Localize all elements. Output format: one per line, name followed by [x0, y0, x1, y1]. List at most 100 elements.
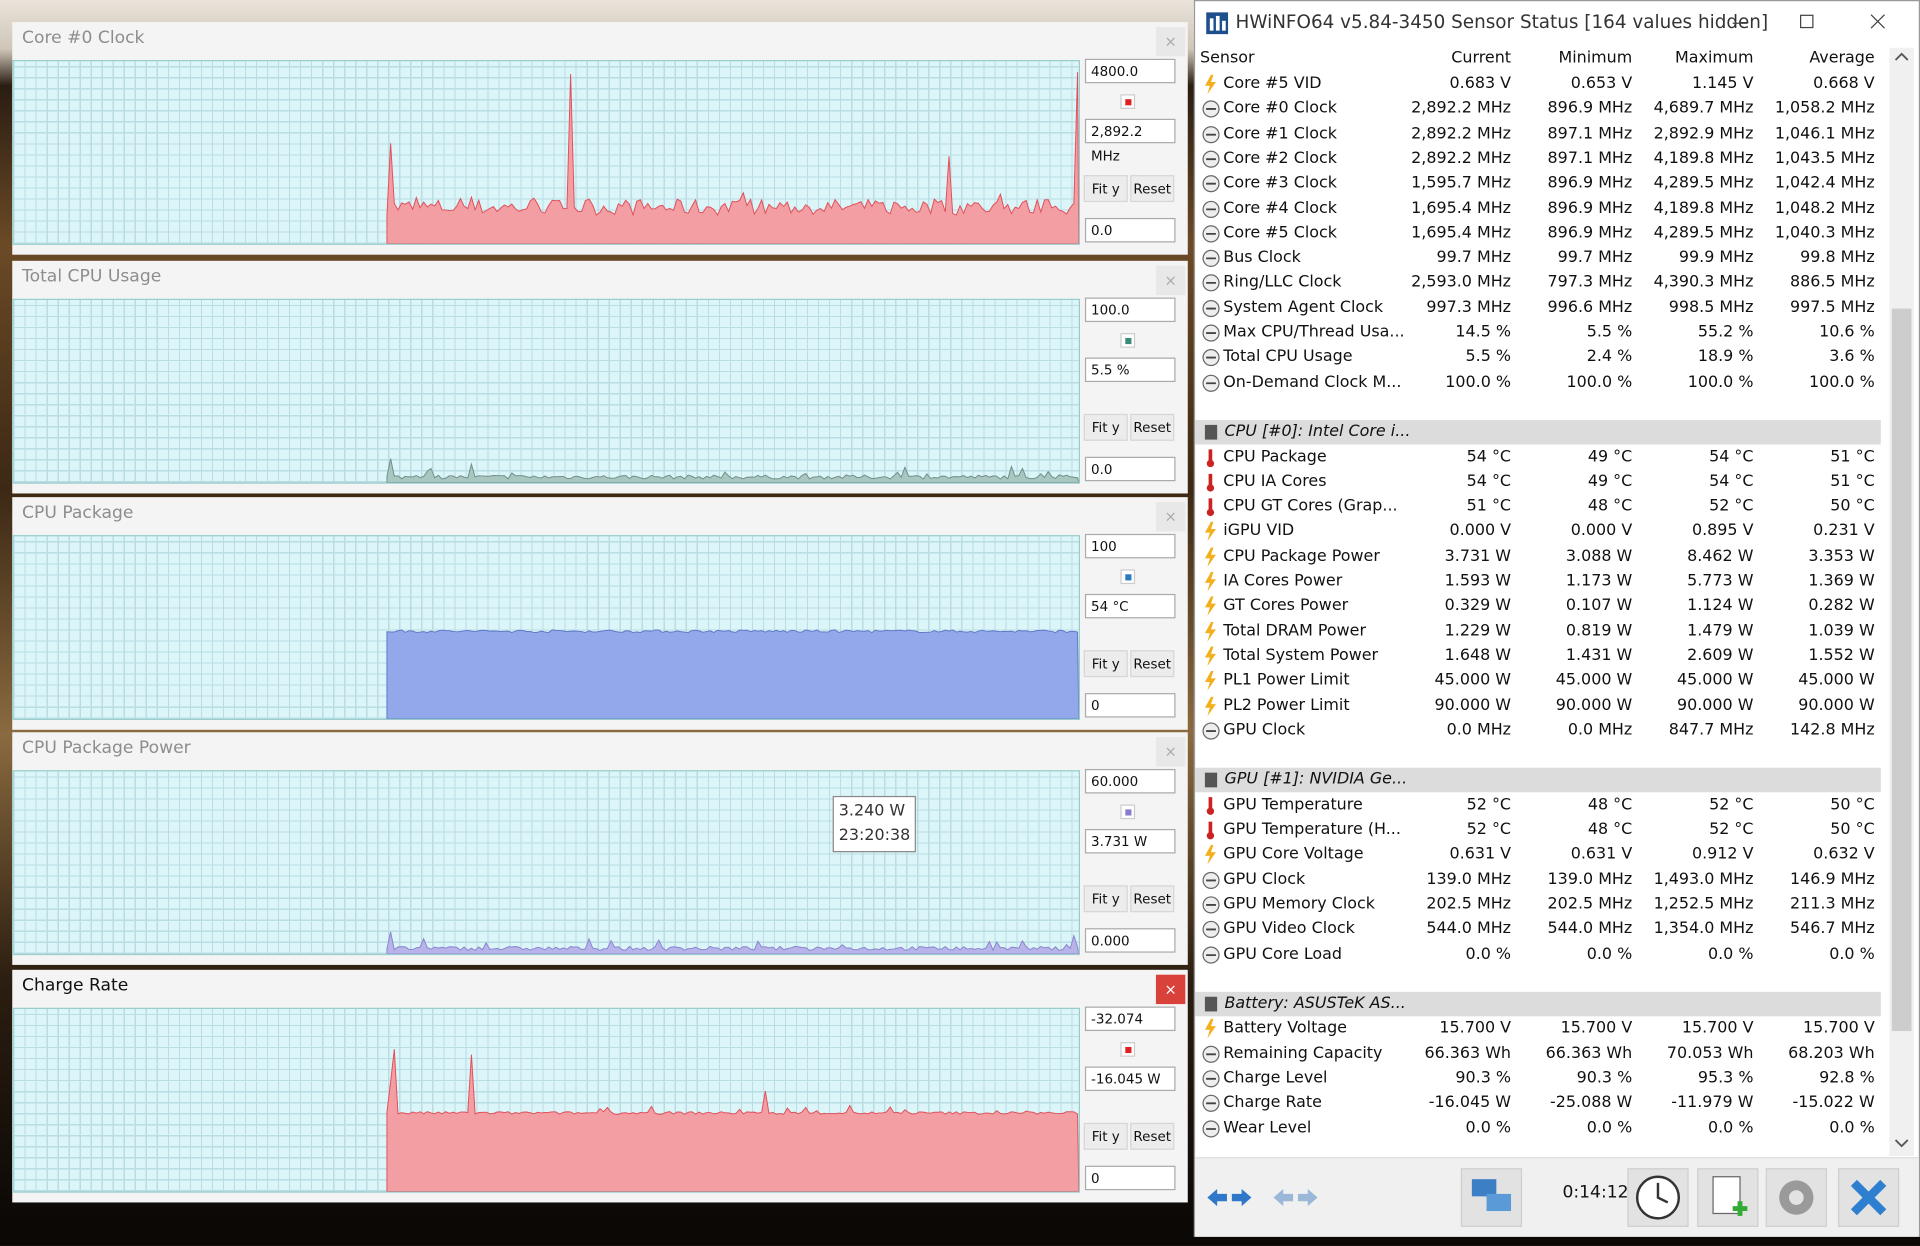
close[interactable]: [1870, 13, 1887, 30]
sensor-row[interactable]: GPU Core Load 0.0 % 0.0 % 0.0 % 0.0 %: [1195, 942, 1881, 966]
sensor-row[interactable]: Ring/LLC Clock 2,593.0 MHz 797.3 MHz 4,390.…: [1195, 271, 1881, 295]
graph-close[interactable]: ×: [1155, 974, 1186, 1005]
sensor-row[interactable]: PL2 Power Limit 90.000 W 90.000 W 90.000 W 9…: [1195, 694, 1881, 718]
color-marker[interactable]: [1120, 1042, 1136, 1057]
sensor-row[interactable]: Core #5 Clock 1,695.4 MHz 896.9 MHz 4,289.5…: [1195, 221, 1881, 245]
sensor-row[interactable]: Core #3 Clock 1,595.7 MHz 896.9 MHz 4,289.5…: [1195, 172, 1881, 196]
y-min-field[interactable]: 0: [1084, 1165, 1176, 1191]
sensor-row[interactable]: Core #0 Clock 2,892.2 MHz 896.9 MHz 4,689.7…: [1195, 97, 1881, 121]
sensor-row[interactable]: Charge Level 90.3 % 90.3 % 95.3 % 92.8 %: [1195, 1067, 1881, 1091]
column-title[interactable]: Sensor: [1200, 48, 1255, 68]
y-min-field[interactable]: 0.000: [1084, 928, 1176, 953]
y-max-field[interactable]: 100: [1084, 533, 1176, 559]
sensor-row[interactable]: GPU Temperature (H... 52 °C 48 °C 52 °C 50 °…: [1195, 818, 1881, 842]
sensor-row[interactable]: PL1 Power Limit 45.000 W 45.000 W 45.000 W 4…: [1195, 669, 1881, 693]
sensor-row[interactable]: Wear Level 0.0 % 0.0 % 0.0 % 0.0 %: [1195, 1116, 1881, 1140]
scroll-thumb[interactable]: [1891, 308, 1912, 1032]
color-marker[interactable]: [1120, 804, 1136, 820]
sensor-row[interactable]: On-Demand Clock M... 100.0 % 100.0 % 100.0 …: [1195, 371, 1881, 395]
sensor-row[interactable]: GT Cores Power 0.329 W 0.107 W 1.124 W 0.282…: [1195, 594, 1881, 618]
reset-button[interactable]: Reset: [1130, 650, 1175, 678]
fit-y-button[interactable]: Fit y: [1083, 1122, 1128, 1150]
graph-close[interactable]: ×: [1155, 26, 1186, 57]
column-title[interactable]: Current: [1451, 48, 1512, 68]
sensor-row[interactable]: Core #2 Clock 2,892.2 MHz 897.1 MHz 4,189.8…: [1195, 147, 1881, 171]
y-max-field[interactable]: -32.074: [1084, 1006, 1176, 1032]
exit-button[interactable]: [1837, 1168, 1900, 1227]
sensor-row[interactable]: Remaining Capacity 66.363 Wh 66.363 Wh 70.0…: [1195, 1042, 1881, 1066]
sensor-value: 90.000 W: [1676, 696, 1754, 715]
column-title[interactable]: Minimum: [1558, 48, 1633, 68]
sensor-row[interactable]: GPU Clock 0.0 MHz 0.0 MHz 847.7 MHz 142.8 MH…: [1195, 719, 1881, 743]
graph-close[interactable]: ×: [1155, 265, 1186, 296]
sensor-value: 90.000 W: [1434, 696, 1512, 715]
sensor-icon: [1202, 349, 1220, 367]
color-marker[interactable]: [1120, 94, 1136, 109]
scrollbar[interactable]: [1889, 47, 1914, 1156]
sensor-value: 66.363 Wh: [1545, 1044, 1633, 1063]
color-marker[interactable]: [1120, 569, 1136, 585]
fit-y-button[interactable]: Fit y: [1083, 413, 1128, 441]
fit-y-button[interactable]: Fit y: [1083, 650, 1128, 678]
sensor-name: GPU Video Clock: [1223, 919, 1355, 939]
y-min-field[interactable]: 0: [1084, 693, 1176, 718]
sensor-row[interactable]: Max CPU/Thread Usa... 14.5 % 5.5 % 55.2 % 10…: [1195, 321, 1881, 345]
scroll-down[interactable]: [1889, 1135, 1913, 1152]
sensor-icon: [1204, 596, 1216, 617]
sensor-row[interactable]: Bus Clock 99.7 MHz 99.7 MHz 99.9 MHz 99.8 MH…: [1195, 246, 1881, 270]
sensor-row[interactable]: Total System Power 1.648 W 1.431 W 2.609 W 1…: [1195, 644, 1881, 668]
reset-button[interactable]: Reset: [1130, 885, 1175, 913]
graph-close[interactable]: ×: [1155, 737, 1186, 767]
sensor-row[interactable]: Charge Rate -16.045 W -25.088 W -11.979 W -1…: [1195, 1091, 1881, 1115]
sensor-row[interactable]: Core #5 VID 0.683 V 0.653 V 1.145 V 0.668 V: [1195, 72, 1881, 96]
sensor-row[interactable]: GPU Memory Clock 202.5 MHz 202.5 MHz 1,252.…: [1195, 893, 1881, 917]
reset-button[interactable]: Reset: [1130, 175, 1175, 203]
sensor-row[interactable]: System Agent Clock 997.3 MHz 996.6 MHz 998.…: [1195, 296, 1881, 320]
y-max-field[interactable]: 100.0: [1084, 297, 1176, 323]
minimize[interactable]: [1731, 13, 1748, 30]
sensor-row[interactable]: IA Cores Power 1.593 W 1.173 W 5.773 W 1.369…: [1195, 569, 1881, 593]
sensor-name: Charge Rate: [1223, 1093, 1322, 1113]
y-min-field[interactable]: 0.0: [1084, 217, 1176, 243]
reset-button[interactable]: Reset: [1130, 1122, 1175, 1150]
sensor-row[interactable]: Total CPU Usage 5.5 % 2.4 % 18.9 % 3.6 %: [1195, 346, 1881, 370]
column-title[interactable]: Maximum: [1675, 48, 1754, 68]
fit-y-button[interactable]: Fit y: [1083, 175, 1128, 203]
sensor-row[interactable]: GPU Clock 139.0 MHz 139.0 MHz 1,493.0 MHz 14…: [1195, 868, 1881, 892]
sensor-row[interactable]: Core #4 Clock 1,695.4 MHz 896.9 MHz 4,189.8…: [1195, 197, 1881, 221]
sensor-value: 45.000 W: [1434, 671, 1512, 690]
group-header: CPU [#0]: Intel Core i...: [1195, 420, 1881, 445]
y-min-field[interactable]: 0.0: [1084, 456, 1176, 482]
y-max-field[interactable]: 60.000: [1084, 768, 1176, 794]
nav-button[interactable]: [1205, 1183, 1254, 1212]
scroll-up[interactable]: [1889, 49, 1913, 66]
sensor-row[interactable]: CPU Package Power 3.731 W 3.088 W 8.462 W 3.…: [1195, 545, 1881, 569]
sensor-row[interactable]: Battery Voltage 15.700 V 15.700 V 15.700 V 1…: [1195, 1017, 1881, 1041]
y-max-field[interactable]: 4800.0: [1084, 58, 1176, 84]
column-title[interactable]: Average: [1809, 48, 1875, 68]
sensor-row[interactable]: GPU Core Voltage 0.631 V 0.631 V 0.912 V 0.6…: [1195, 843, 1881, 867]
sensor-value: 68.203 Wh: [1788, 1044, 1875, 1063]
sensor-row[interactable]: CPU GT Cores (Grap... 51 °C 48 °C 52 °C 50 °…: [1195, 495, 1881, 519]
fit-y-button[interactable]: Fit y: [1083, 885, 1128, 913]
sensor-row[interactable]: GPU Temperature 52 °C 48 °C 52 °C 50 °C: [1195, 793, 1881, 817]
sensor-value: 2,892.9 MHz: [1653, 124, 1754, 143]
settings-button[interactable]: [1765, 1168, 1827, 1227]
sensor-row[interactable]: CPU Package 54 °C 49 °C 54 °C 51 °C: [1195, 445, 1881, 469]
sensor-row[interactable]: Core #1 Clock 2,892.2 MHz 897.1 MHz 2,892.9…: [1195, 122, 1881, 146]
color-marker[interactable]: [1120, 333, 1136, 348]
clock-button[interactable]: [1627, 1168, 1689, 1227]
sensor-icon: [1206, 821, 1215, 840]
reset-button[interactable]: Reset: [1130, 413, 1175, 441]
sensor-row[interactable]: iGPU VID 0.000 V 0.000 V 0.895 V 0.231 V: [1195, 520, 1881, 544]
sensor-row[interactable]: Total DRAM Power 1.229 W 0.819 W 1.479 W 1.0…: [1195, 619, 1881, 643]
maximize[interactable]: [1799, 13, 1816, 30]
sensor-row[interactable]: GPU Video Clock 544.0 MHz 544.0 MHz 1,354.0…: [1195, 917, 1881, 941]
report-button[interactable]: [1697, 1168, 1759, 1227]
nav-button-2[interactable]: [1271, 1183, 1320, 1212]
network-button[interactable]: [1460, 1168, 1523, 1227]
sensor-row[interactable]: CPU IA Cores 54 °C 49 °C 54 °C 51 °C: [1195, 470, 1881, 494]
graph-close[interactable]: ×: [1155, 502, 1186, 532]
sensor-name: Core #4 Clock: [1223, 198, 1337, 218]
sensor-value: 1,058.2 MHz: [1774, 99, 1875, 118]
